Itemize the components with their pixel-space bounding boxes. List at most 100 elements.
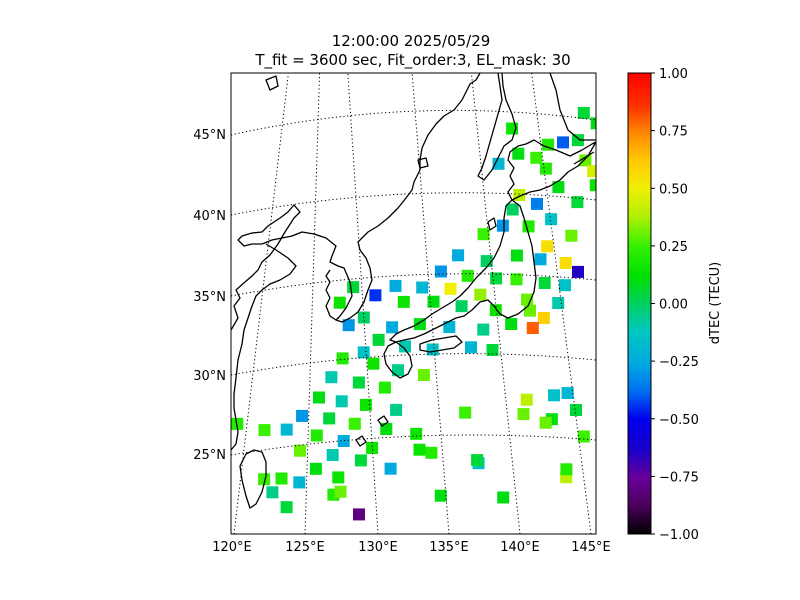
map-frame-bg [231,73,596,534]
dtec-pixel [425,446,438,459]
coast-shikoku [419,335,463,353]
dtec-pixel [512,147,525,160]
dtec-pixel [552,297,565,309]
dtec-pixel [455,300,468,313]
dtec-pixel [309,462,322,475]
coast-kamchatka-sea [549,73,596,141]
coast-sado [487,217,497,231]
dtec-pixel [510,273,523,286]
coast-korea-west [325,269,337,321]
dtec-pixel [577,430,590,443]
map-axes: 45°N 40°N 35°N 30°N 25°N 120°E 125°E 130… [193,72,611,555]
colorbar-tick-label: 1.00 [659,67,688,82]
lon-label-140: 140°E [500,540,540,555]
dtec-pixel [477,228,490,241]
dtec-pixel [587,165,596,178]
colorbar-tick-label: 0.25 [659,240,688,255]
lon-label-135: 135°E [429,540,469,555]
dtec-pixel [539,416,552,429]
dtec-pixel [354,454,367,467]
dtec-pixel [384,462,397,475]
dtec-pixel [530,151,543,164]
coast-honshu [389,199,537,343]
lon-tick-labels: 120°E 125°E 130°E 135°E 140°E 145°E [212,540,611,555]
dtec-pixel [505,318,518,330]
dtec-pixel [357,346,370,359]
lat-label-40: 40°N [193,209,226,224]
dtec-pixel [333,296,346,309]
figure-title-line2: T_fit = 3600 sec, Fit_order:3, EL_mask: … [254,51,570,70]
colorbar-tick-label: −0.25 [659,355,699,370]
dtec-pixel [294,444,306,457]
coast-kyushu [383,341,413,379]
dtec-pixel [386,321,399,334]
colorbar-ticks [651,72,655,535]
dtec-pixel [571,134,584,147]
colorbar-tick-label: −1.00 [659,528,699,543]
dtec-pixel [590,117,596,130]
lat-label-25: 25°N [193,448,226,463]
dtec-pixel [539,162,552,175]
lat-label-35: 35°N [193,290,226,305]
dtec-pixel [526,322,539,334]
colorbar-tick-labels: 1.00 0.75 0.50 0.25 0.00 −0.25 −0.50 −0.… [659,67,699,543]
dtec-pixel [369,289,382,302]
dtec-pixel [434,265,447,278]
dtec-pixel [506,122,519,135]
coast-ryukyu-2 [377,415,389,427]
colorbar-tick-label: 0.75 [659,125,688,140]
dtec-pixel [589,179,596,192]
dtec-pixel [342,319,355,332]
dtec-pixel [348,417,361,430]
dtec-pixel [397,295,410,308]
colorbar-tick-label: 0.00 [659,298,688,313]
dtec-pixel [520,393,533,406]
figure-title-line1: 12:00:00 2025/05/29 [332,32,491,50]
dtec-pixel [378,381,391,394]
dtec-pixel [280,423,293,436]
dtec-pixel [426,343,439,356]
dtec-pixel [367,357,380,370]
dtec-pixel [337,435,350,447]
dtec-pixel [572,265,584,278]
lon-label-125: 125°E [285,540,325,555]
coast-asia-mainland [231,73,481,331]
dtec-pixel [552,181,565,194]
dtec-pixel [310,429,323,442]
dtec-pixel [334,485,347,498]
dtec-pixel [280,501,293,514]
dtec-pixel [571,196,584,209]
dtec-pixel-layer [231,106,596,521]
dtec-pixel [537,312,550,324]
colorbar-label: dTEC (TECU) [708,262,723,345]
dtec-pixel [335,395,348,408]
dtec-pixel [266,486,279,499]
dtec-pixel [570,404,582,416]
dtec-pixel [359,398,372,411]
coast-taiwan [239,449,267,509]
dtec-pixel [459,406,472,419]
dtec-pixel [390,403,403,416]
colorbar-tick-label: −0.50 [659,413,699,428]
dtec-pixel [336,352,349,365]
dtec-pixel [452,249,465,262]
dtec-pixel [296,409,309,422]
dtec-pixel [389,279,402,292]
dtec-pixel [461,269,474,282]
coastlines [231,73,596,509]
dtec-pixel [545,213,558,226]
dtec-pixel [496,219,509,232]
meridian-135 [411,73,450,534]
dtec-pixel [522,220,535,233]
dtec-pixel [399,340,411,353]
lon-label-120: 120°E [212,540,252,555]
map-frame [230,72,597,535]
dtec-pixel [471,454,484,467]
dtec-pixel [486,344,499,356]
dtec-pixel [561,387,574,399]
dtec-pixel [325,371,338,384]
dtec-pixel [416,281,429,294]
lat-label-45: 45°N [193,128,226,143]
coast-kuril [573,151,595,165]
dtec-pixel [417,369,430,381]
